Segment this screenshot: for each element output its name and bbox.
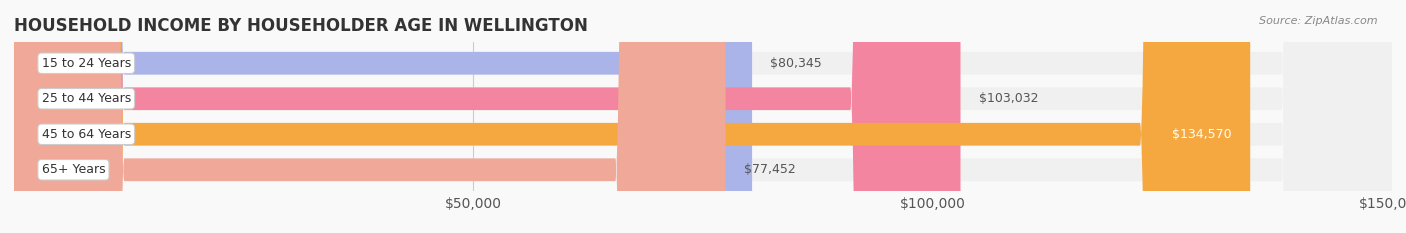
Text: $134,570: $134,570	[1173, 128, 1232, 141]
FancyBboxPatch shape	[14, 0, 1392, 233]
Text: 45 to 64 Years: 45 to 64 Years	[42, 128, 131, 141]
FancyBboxPatch shape	[14, 0, 1392, 233]
FancyBboxPatch shape	[14, 0, 725, 233]
Text: HOUSEHOLD INCOME BY HOUSEHOLDER AGE IN WELLINGTON: HOUSEHOLD INCOME BY HOUSEHOLDER AGE IN W…	[14, 17, 588, 35]
Text: Source: ZipAtlas.com: Source: ZipAtlas.com	[1260, 16, 1378, 26]
FancyBboxPatch shape	[14, 0, 960, 233]
Text: 65+ Years: 65+ Years	[42, 163, 105, 176]
Text: $80,345: $80,345	[770, 57, 823, 70]
FancyBboxPatch shape	[14, 0, 1250, 233]
FancyBboxPatch shape	[14, 0, 1392, 233]
Text: $103,032: $103,032	[979, 92, 1039, 105]
FancyBboxPatch shape	[14, 0, 1392, 233]
Text: 15 to 24 Years: 15 to 24 Years	[42, 57, 131, 70]
Text: 25 to 44 Years: 25 to 44 Years	[42, 92, 131, 105]
Text: $77,452: $77,452	[744, 163, 796, 176]
FancyBboxPatch shape	[14, 0, 752, 233]
